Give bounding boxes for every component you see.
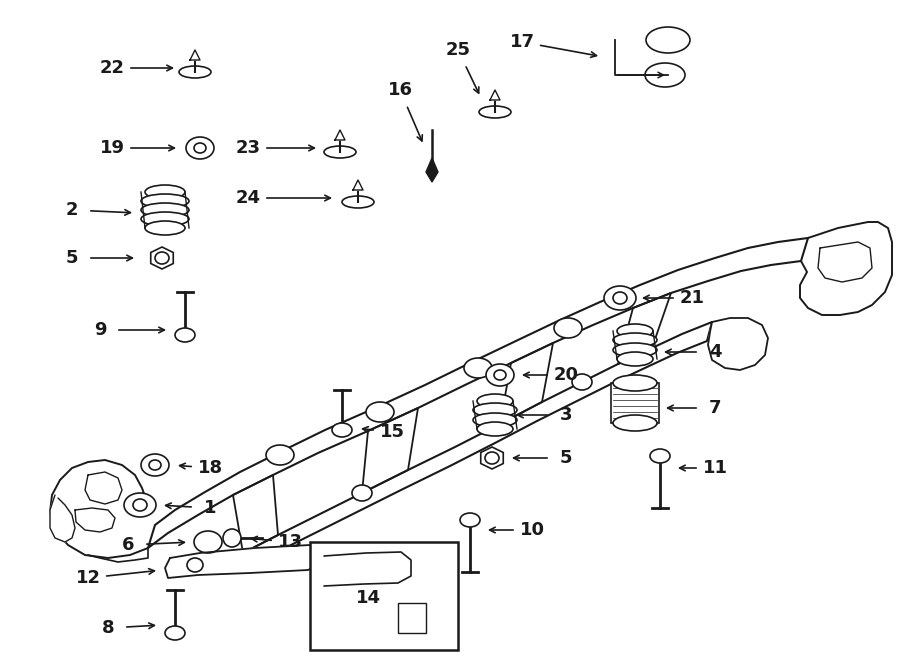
Ellipse shape [175, 328, 195, 342]
Ellipse shape [141, 212, 189, 226]
Text: 9: 9 [94, 321, 106, 339]
Ellipse shape [165, 626, 185, 640]
Text: 14: 14 [356, 589, 381, 607]
Text: 15: 15 [380, 423, 404, 441]
Ellipse shape [613, 375, 657, 391]
Ellipse shape [477, 394, 513, 408]
Ellipse shape [155, 252, 169, 264]
Text: 17: 17 [509, 33, 535, 51]
Ellipse shape [646, 27, 690, 53]
Text: 3: 3 [560, 406, 572, 424]
Ellipse shape [194, 531, 222, 553]
Polygon shape [353, 180, 363, 190]
Text: 24: 24 [236, 189, 260, 207]
Text: 10: 10 [519, 521, 544, 539]
Text: 1: 1 [203, 499, 216, 517]
Ellipse shape [133, 499, 147, 511]
Ellipse shape [617, 324, 653, 338]
Text: 11: 11 [703, 459, 727, 477]
Ellipse shape [485, 452, 499, 464]
Text: 6: 6 [122, 536, 134, 554]
Text: 21: 21 [680, 289, 705, 307]
Text: 2: 2 [66, 201, 78, 219]
Ellipse shape [464, 358, 492, 378]
Text: 22: 22 [100, 59, 124, 77]
Ellipse shape [460, 513, 480, 527]
Ellipse shape [613, 415, 657, 431]
Ellipse shape [266, 445, 294, 465]
Polygon shape [190, 50, 200, 60]
Polygon shape [148, 238, 808, 548]
Text: 7: 7 [709, 399, 721, 417]
Ellipse shape [187, 558, 203, 572]
Ellipse shape [613, 333, 657, 347]
Ellipse shape [617, 352, 653, 366]
Ellipse shape [179, 66, 211, 78]
Ellipse shape [490, 416, 510, 432]
Text: 5: 5 [66, 249, 78, 267]
Ellipse shape [145, 185, 185, 199]
Text: 20: 20 [554, 366, 579, 384]
Polygon shape [362, 408, 418, 493]
Ellipse shape [194, 143, 206, 153]
Ellipse shape [141, 194, 189, 208]
Ellipse shape [342, 196, 374, 208]
Polygon shape [618, 293, 671, 364]
Ellipse shape [613, 292, 627, 304]
Ellipse shape [149, 460, 161, 470]
Polygon shape [165, 545, 318, 578]
Text: 12: 12 [76, 569, 101, 587]
Ellipse shape [554, 318, 582, 338]
Text: 5: 5 [560, 449, 572, 467]
Ellipse shape [124, 493, 156, 517]
Ellipse shape [352, 485, 372, 501]
Ellipse shape [486, 364, 514, 386]
Polygon shape [335, 130, 345, 140]
Ellipse shape [604, 286, 636, 310]
Polygon shape [490, 90, 500, 100]
Text: 4: 4 [709, 343, 721, 361]
Polygon shape [708, 318, 768, 370]
Ellipse shape [572, 374, 592, 390]
Ellipse shape [145, 221, 185, 235]
Ellipse shape [494, 370, 506, 380]
Ellipse shape [366, 402, 394, 422]
Polygon shape [233, 475, 278, 553]
Ellipse shape [650, 449, 670, 463]
FancyBboxPatch shape [611, 383, 659, 423]
Ellipse shape [324, 146, 356, 158]
Polygon shape [800, 222, 892, 315]
Polygon shape [238, 322, 712, 572]
FancyBboxPatch shape [398, 603, 426, 633]
Polygon shape [150, 247, 174, 269]
Ellipse shape [473, 403, 517, 417]
Polygon shape [426, 158, 438, 182]
Ellipse shape [141, 203, 189, 217]
Ellipse shape [223, 529, 241, 547]
Polygon shape [50, 460, 148, 558]
Ellipse shape [645, 63, 685, 87]
Polygon shape [500, 343, 553, 424]
Ellipse shape [477, 422, 513, 436]
Ellipse shape [473, 413, 517, 427]
Ellipse shape [613, 343, 657, 357]
Ellipse shape [141, 454, 169, 476]
Text: 18: 18 [197, 459, 222, 477]
Ellipse shape [479, 106, 511, 118]
FancyBboxPatch shape [310, 542, 458, 650]
Ellipse shape [186, 137, 214, 159]
Text: 19: 19 [100, 139, 124, 157]
Text: 13: 13 [277, 533, 302, 551]
Text: 16: 16 [388, 81, 412, 99]
Polygon shape [50, 495, 75, 542]
Text: 23: 23 [236, 139, 260, 157]
Polygon shape [481, 447, 503, 469]
Text: 25: 25 [446, 41, 471, 59]
Ellipse shape [332, 423, 352, 437]
Text: 8: 8 [102, 619, 114, 637]
